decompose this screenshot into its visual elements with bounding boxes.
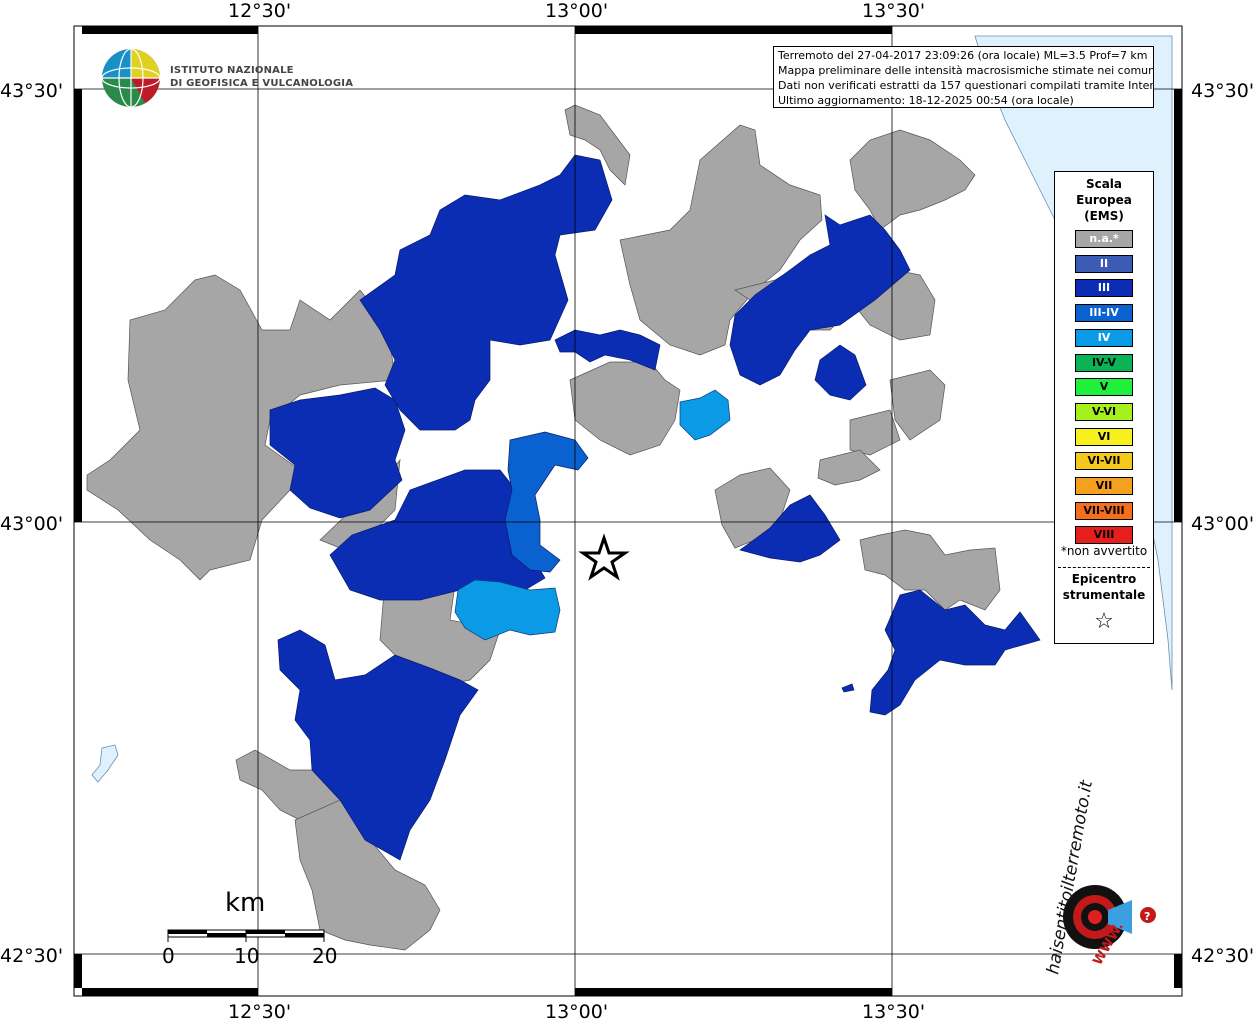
legend-epicenter-label: Epicentro strumentale bbox=[1055, 571, 1153, 603]
legend-item: VIII bbox=[1075, 526, 1133, 545]
legend-title-line1: Scala bbox=[1085, 177, 1123, 191]
logo-line1: ISTITUTO NAZIONALE bbox=[170, 65, 294, 76]
title-line1: Terremoto del 27-04-2017 23:09:26 (ora l… bbox=[778, 49, 1148, 62]
left-tick-label: 43°30' bbox=[0, 80, 63, 102]
municipalities-iii bbox=[269, 154, 1041, 861]
bottom-tick-label: 13°30' bbox=[862, 1001, 925, 1023]
haisentito-logo-icon: ? bbox=[1063, 885, 1156, 949]
logo-line2: DI GEOFISICA E VULCANOLOGIA bbox=[170, 78, 354, 89]
top-tick-label: 12°30' bbox=[228, 0, 291, 22]
scale-tick-20: 20 bbox=[312, 944, 338, 968]
title-line4: Ultimo aggiornamento: 18-12-2025 00:54 (… bbox=[778, 94, 1074, 107]
scale-tick-10: 10 bbox=[234, 944, 260, 968]
legend-item: III bbox=[1075, 279, 1133, 298]
ems-legend: Scala Europea (EMS) n.a.* II III III-IV IV IV… bbox=[1054, 171, 1154, 644]
legend-item: V-VI bbox=[1075, 402, 1133, 421]
legend-title-line3: (EMS) bbox=[1084, 209, 1124, 223]
top-tick-label: 13°00' bbox=[545, 0, 608, 22]
left-tick-label: 43°00' bbox=[0, 513, 63, 535]
legend-item: VI bbox=[1075, 427, 1133, 446]
scale-unit: km bbox=[225, 888, 266, 918]
svg-text:?: ? bbox=[1144, 910, 1150, 923]
right-tick-label: 43°00' bbox=[1191, 513, 1254, 535]
legend-item: VII-VIII bbox=[1075, 501, 1133, 520]
legend-item: IV-V bbox=[1075, 353, 1133, 372]
municipalities-iii-iv bbox=[504, 431, 589, 573]
legend-item: IV bbox=[1075, 328, 1133, 347]
title-line3: Dati non verificati estratti da 157 ques… bbox=[778, 79, 1154, 92]
bottom-tick-label: 12°30' bbox=[228, 1001, 291, 1023]
scale-bar bbox=[167, 929, 325, 942]
legend-epicenter-line1: Epicentro bbox=[1071, 572, 1137, 586]
legend-item: II bbox=[1075, 254, 1133, 273]
legend-item: n.a.* bbox=[1075, 230, 1133, 248]
ingv-logo-icon bbox=[101, 48, 161, 108]
legend-note: *non avvertito bbox=[1060, 544, 1148, 558]
top-tick-label: 13°30' bbox=[862, 0, 925, 22]
left-tick-label: 42°30' bbox=[0, 945, 63, 967]
municipalities-iv bbox=[454, 389, 731, 641]
ingv-logo-text: ISTITUTO NAZIONALE DI GEOFISICA E VULCAN… bbox=[170, 64, 353, 90]
legend-item: VI-VII bbox=[1075, 452, 1133, 471]
right-tick-label: 42°30' bbox=[1191, 945, 1254, 967]
legend-title: Scala Europea (EMS) bbox=[1055, 176, 1153, 224]
right-tick-label: 43°30' bbox=[1191, 80, 1254, 102]
legend-item: III-IV bbox=[1075, 304, 1133, 323]
frame-ticks bbox=[74, 26, 1182, 996]
epicenter-star-icon bbox=[578, 533, 630, 581]
map-title-box: Terremoto del 27-04-2017 23:09:26 (ora l… bbox=[773, 46, 1154, 108]
legend-item: V bbox=[1075, 378, 1133, 397]
bottom-tick-label: 13°00' bbox=[545, 1001, 608, 1023]
legend-title-line2: Europea bbox=[1076, 193, 1132, 207]
lake bbox=[91, 744, 119, 783]
legend-epicenter-line2: strumentale bbox=[1062, 588, 1146, 602]
scale-tick-0: 0 bbox=[162, 944, 175, 968]
legend-item: VII bbox=[1075, 477, 1133, 495]
title-line2: Mappa preliminare delle intensità macros… bbox=[778, 64, 1154, 77]
legend-separator bbox=[1058, 567, 1150, 568]
legend-star-icon: ☆ bbox=[1094, 609, 1114, 634]
